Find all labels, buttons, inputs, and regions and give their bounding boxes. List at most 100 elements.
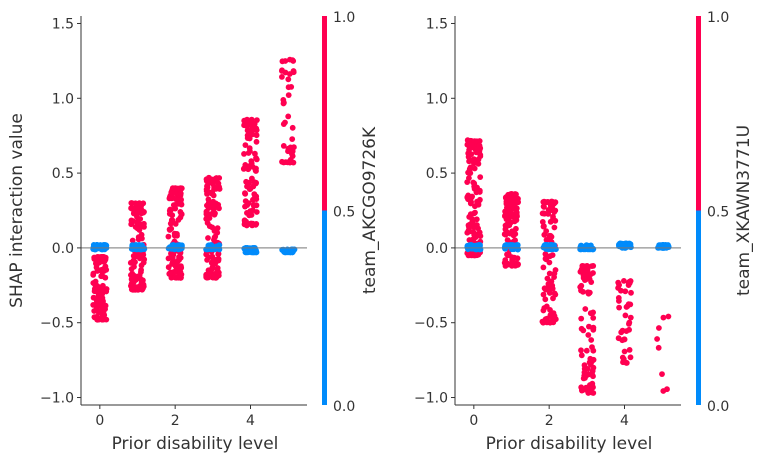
y-tick-label: −0.5 (40, 316, 74, 332)
data-point (627, 354, 634, 361)
data-point (513, 217, 520, 224)
data-point (544, 199, 551, 205)
colorbar-high-label: 1.0 (707, 10, 729, 26)
data-point (590, 347, 597, 354)
data-point (545, 244, 551, 251)
data-point (543, 237, 550, 243)
colorbar-bar (696, 16, 701, 405)
data-point (545, 281, 552, 287)
data-point (139, 235, 145, 242)
data-point (470, 242, 477, 249)
data-point (203, 188, 210, 195)
data-point (246, 163, 253, 169)
data-point (627, 314, 634, 321)
colorbar-mid-label: 0.5 (333, 205, 355, 221)
data-point (208, 266, 215, 273)
data-point (509, 262, 515, 269)
data-point (581, 369, 588, 376)
data-point (620, 359, 626, 366)
x-axis-label: Prior disability level (486, 434, 653, 454)
data-point (621, 348, 628, 355)
data-point (137, 221, 144, 228)
y-tick-label: 1.5 (426, 16, 448, 32)
data-point (626, 319, 633, 326)
data-point (204, 202, 210, 209)
data-point (477, 233, 484, 240)
data-point (551, 209, 558, 215)
data-point (580, 327, 587, 334)
data-point (621, 278, 627, 284)
data-point (616, 304, 622, 311)
data-point (656, 325, 662, 331)
data-point (551, 290, 558, 297)
data-point (578, 282, 585, 289)
data-point (589, 380, 596, 387)
data-point (165, 255, 172, 262)
data-point (244, 183, 250, 190)
data-point (241, 165, 248, 172)
data-point (249, 222, 256, 229)
data-point (578, 352, 585, 359)
data-point (585, 332, 592, 338)
data-point (550, 295, 556, 302)
data-point (99, 310, 106, 317)
data-point (208, 176, 215, 183)
data-point (166, 210, 173, 217)
data-point (215, 180, 222, 187)
colorbar-title: team_AKCGO9726K (360, 126, 380, 294)
data-point (253, 138, 260, 145)
chart-panel-2: −1.0 −0.5 0.0 0.5 1.0 1.5 0 2 4 Prior disability … (414, 10, 754, 454)
data-point (135, 209, 142, 216)
data-point (253, 125, 260, 132)
data-point (253, 209, 260, 215)
data-point (246, 129, 253, 136)
data-point (101, 258, 108, 265)
data-point (513, 225, 519, 232)
data-point (280, 100, 287, 107)
data-point (505, 251, 512, 258)
data-point (501, 231, 508, 238)
data-point (285, 92, 292, 98)
y-tick-label: 0.0 (52, 241, 74, 257)
colorbar-low-label: 0.0 (707, 399, 729, 415)
data-point (540, 264, 547, 271)
data-point (466, 147, 472, 153)
data-point (242, 203, 248, 210)
data-point (214, 229, 221, 236)
data-point (625, 301, 632, 308)
data-point (465, 169, 471, 176)
data-point (464, 137, 471, 144)
data-point (241, 218, 248, 225)
data-point (252, 247, 259, 254)
x-tick-label: 4 (246, 413, 255, 429)
y-tick-label: 0.5 (52, 166, 74, 182)
data-point (477, 174, 484, 181)
data-point (285, 76, 292, 83)
data-point (464, 141, 471, 148)
data-point (589, 368, 596, 374)
colorbar-title: team_XKAWN3771U (734, 125, 754, 296)
data-point (588, 337, 595, 343)
data-point (472, 203, 478, 210)
data-point (464, 179, 471, 186)
data-point (207, 242, 214, 249)
data-point (464, 194, 471, 201)
data-point (543, 228, 550, 235)
data-point (241, 151, 247, 157)
data-point (582, 375, 588, 381)
data-point (216, 205, 222, 212)
colorbar-bar (322, 16, 327, 405)
data-point (165, 233, 172, 240)
data-point (253, 165, 259, 172)
x-tick-label: 0 (95, 413, 104, 429)
data-point (246, 145, 253, 152)
data-point (169, 259, 176, 266)
x-tick-label: 4 (620, 413, 629, 429)
data-point (659, 371, 665, 377)
data-point (622, 288, 629, 295)
data-point (540, 210, 547, 217)
data-point (579, 387, 585, 394)
data-point (578, 287, 584, 294)
data-point (473, 189, 480, 196)
data-point (204, 183, 210, 190)
